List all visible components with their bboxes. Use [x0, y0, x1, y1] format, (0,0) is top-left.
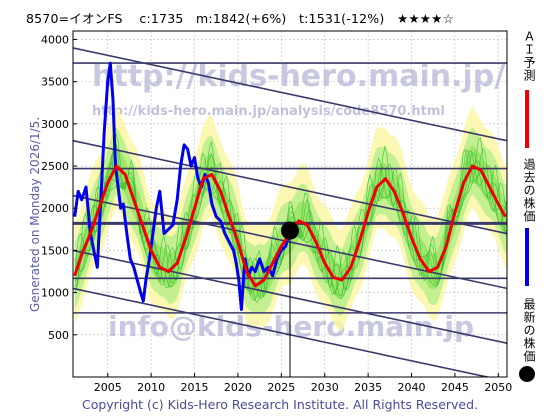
legend-latest-price-dot [519, 366, 535, 382]
current-price: c:1735 [139, 11, 184, 26]
median-price: m:1842(+6%) [196, 11, 287, 26]
y-tick-label: 3500 [41, 76, 69, 89]
rating-stars: ★★★★☆ [396, 11, 454, 26]
x-tick-label: 2010 [137, 381, 165, 394]
axes: 2005 2010 2015 2020 2025 2030 2035 2040 2045 2050… [41, 30, 512, 394]
x-tick-label: 2050 [484, 381, 512, 394]
legend: ＡＩ予測 過去の株価 最新の株価 [508, 30, 552, 382]
y-tick-label: 500 [48, 329, 69, 342]
forecast-path [74, 152, 507, 304]
target-price: t:1531(-12%) [299, 11, 385, 26]
y-tick-label: 2500 [41, 160, 69, 173]
forecast-path [74, 133, 507, 296]
trend-channel-line [73, 139, 507, 235]
chart-title: 8570=イオンFS c:1735 m:1842(+6%) t:1531(-12… [0, 8, 480, 27]
stock-code: 8570=イオンFS [26, 11, 123, 26]
legend-past-price-swatch [525, 228, 529, 286]
legend-latest-price-label: 最新の株価 [522, 298, 536, 363]
x-tick-label: 2025 [267, 381, 295, 394]
legend-ai-prediction-label: ＡＩ予測 [522, 30, 536, 82]
copyright-footer: Copyright (c) Kids-Hero Research Institu… [81, 397, 479, 412]
legend-past-price-label: 過去の株価 [522, 158, 536, 223]
y-tick-label: 4000 [41, 33, 69, 46]
y-tick-label: 2000 [41, 202, 69, 215]
y-tick-label: 1500 [41, 244, 69, 257]
y-tick-label: 3000 [41, 118, 69, 131]
plot-area [73, 47, 507, 377]
watermark-url: http://kids-hero.main.jp/ [92, 59, 505, 94]
watermark-layer: http://kids-hero.main.jp/ http://kids-he… [92, 59, 505, 343]
x-tick-label: 2035 [354, 381, 382, 394]
watermark-email: info@kids-hero.main.jp [108, 310, 474, 343]
x-tick-label: 2030 [311, 381, 339, 394]
x-tick-label: 2020 [224, 381, 252, 394]
x-tick-label: 2045 [441, 381, 469, 394]
generated-date-label: Generated on Monday 2026/1/5. [28, 116, 42, 312]
y-tick-label: 1000 [41, 287, 69, 300]
latest-price-dot [281, 221, 299, 240]
legend-ai-prediction-swatch [525, 90, 529, 148]
x-tick-label: 2015 [181, 381, 209, 394]
x-tick-label: 2040 [398, 381, 426, 394]
x-tick-label: 2005 [94, 381, 122, 394]
plot-frame [72, 30, 508, 378]
